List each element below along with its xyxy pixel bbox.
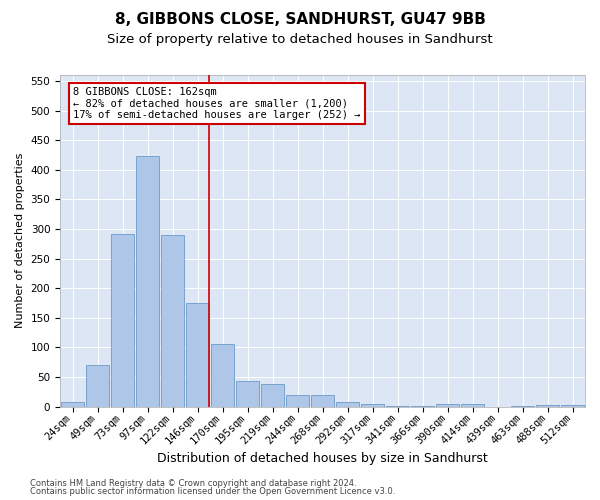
Text: Contains HM Land Registry data © Crown copyright and database right 2024.: Contains HM Land Registry data © Crown c… [30,478,356,488]
Bar [136,156,159,406]
Bar [461,404,484,406]
Bar [536,405,559,406]
Text: Contains public sector information licensed under the Open Government Licence v3: Contains public sector information licen… [30,487,395,496]
Y-axis label: Number of detached properties: Number of detached properties [15,153,25,328]
Bar [111,234,134,406]
Bar [211,344,234,406]
Bar [561,405,584,406]
Bar [311,395,334,406]
Bar [286,395,309,406]
Bar [61,402,84,406]
Bar [86,365,109,406]
Bar [161,235,184,406]
Bar [236,381,259,406]
Bar [436,404,459,406]
X-axis label: Distribution of detached houses by size in Sandhurst: Distribution of detached houses by size … [157,452,488,465]
Bar [361,404,384,406]
Text: Size of property relative to detached houses in Sandhurst: Size of property relative to detached ho… [107,32,493,46]
Bar [336,402,359,406]
Bar [186,303,209,406]
Text: 8, GIBBONS CLOSE, SANDHURST, GU47 9BB: 8, GIBBONS CLOSE, SANDHURST, GU47 9BB [115,12,485,28]
Bar [261,384,284,406]
Text: 8 GIBBONS CLOSE: 162sqm
← 82% of detached houses are smaller (1,200)
17% of semi: 8 GIBBONS CLOSE: 162sqm ← 82% of detache… [73,87,361,120]
